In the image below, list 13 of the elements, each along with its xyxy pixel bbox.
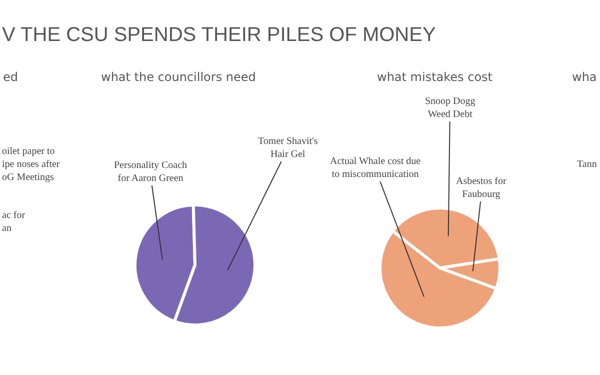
text: V THE CSU SPENDS THEIR PILES OF MONEY <box>2 24 436 46</box>
text: wha <box>572 70 597 84</box>
slice-label: Snoop Dogg Weed Debt <box>425 96 476 120</box>
chart-title: what mistakes cost <box>377 70 493 84</box>
slice-label: Tomer Shavit's Hair Gel <box>258 136 318 160</box>
text: ac for an <box>2 210 26 234</box>
text: oilet paper to ipe noses after oG Meetings <box>2 146 60 183</box>
slice-label: Personality Coach for Aaron Green <box>114 160 188 184</box>
chart-title: what the councillors need <box>101 70 256 84</box>
text: Tann <box>577 159 597 170</box>
slice-label: Asbestos for Faubourg <box>456 176 507 200</box>
text: ed <box>3 70 18 84</box>
slice-label: Actual Whale cost due to miscommunication <box>330 156 422 180</box>
